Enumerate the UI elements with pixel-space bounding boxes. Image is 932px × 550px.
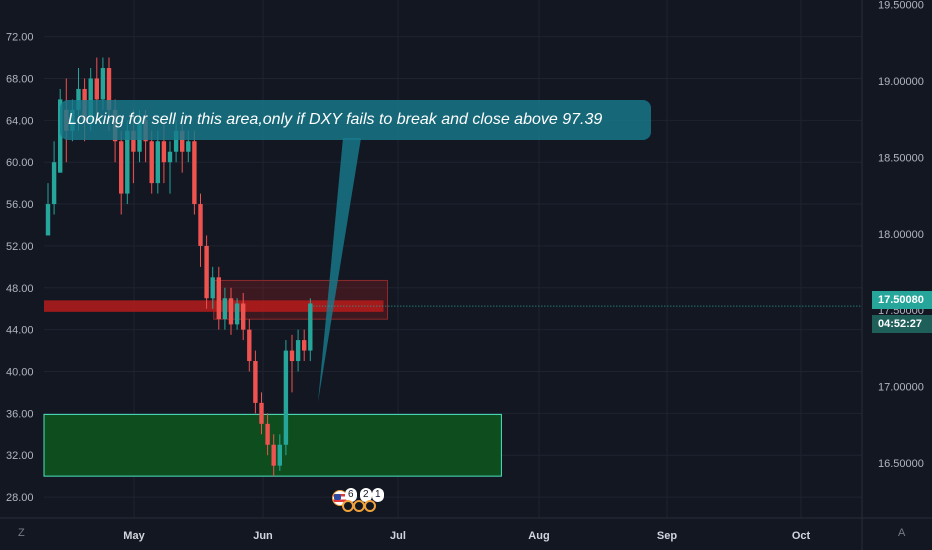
candle-body bbox=[241, 303, 246, 330]
candle-body bbox=[247, 329, 252, 362]
x-tick-label: Sep bbox=[657, 530, 677, 542]
right-tick-label: 17.00000 bbox=[878, 382, 924, 394]
candle-body bbox=[167, 151, 173, 163]
candle-body bbox=[289, 350, 295, 362]
candle-body bbox=[155, 141, 160, 184]
candle-body bbox=[161, 141, 167, 163]
candle-body bbox=[76, 88, 81, 110]
event-count-second: 2 bbox=[360, 488, 372, 502]
candle-body bbox=[173, 130, 179, 152]
right-tick-label: 18.50000 bbox=[878, 152, 924, 164]
left-tick-label: 60.00 bbox=[6, 157, 34, 169]
event-marker-icon bbox=[364, 500, 376, 512]
left-tick-label: 56.00 bbox=[6, 199, 34, 211]
candle-body bbox=[88, 78, 93, 121]
candle-body bbox=[186, 141, 191, 152]
right-tick-label: 19.00000 bbox=[878, 76, 924, 88]
left-tick-label: 32.00 bbox=[6, 450, 34, 462]
left-tick-label: 44.00 bbox=[6, 325, 34, 337]
candle-body bbox=[253, 361, 258, 403]
candle-body bbox=[106, 68, 112, 110]
left-tick-label: 40.00 bbox=[6, 366, 34, 378]
highlight-box bbox=[213, 279, 388, 320]
candle-body bbox=[277, 444, 282, 466]
event-count-first: 6 bbox=[345, 488, 357, 502]
left-tick-label: 48.00 bbox=[6, 283, 34, 295]
right-tick-label: 19.50000 bbox=[878, 0, 924, 12]
candle-body bbox=[234, 303, 240, 325]
left-tick-label: 36.00 bbox=[6, 408, 34, 420]
left-tick-label: 72.00 bbox=[6, 32, 34, 44]
left-tick-label: 52.00 bbox=[6, 241, 34, 253]
candle-body bbox=[222, 298, 228, 320]
candle-body bbox=[265, 423, 270, 445]
candle-body bbox=[228, 298, 234, 325]
candle-body bbox=[210, 277, 215, 299]
left-tick-label: 28.00 bbox=[6, 492, 34, 504]
candle-body bbox=[180, 130, 185, 152]
x-tick-label: Jul bbox=[390, 530, 406, 542]
candle-body bbox=[119, 141, 124, 194]
resistance-zone bbox=[44, 300, 384, 312]
trade-idea-callout: Looking for sell in this area,only if DX… bbox=[60, 100, 651, 140]
candle-body bbox=[131, 130, 136, 152]
economic-events-badge[interactable]: 6 2 1 bbox=[332, 488, 384, 518]
candle-body bbox=[302, 340, 307, 351]
timezone-button[interactable]: Z bbox=[18, 527, 25, 539]
x-tick-label: Aug bbox=[528, 530, 549, 542]
x-tick-label: Jun bbox=[253, 530, 273, 542]
event-count-third: 1 bbox=[372, 488, 384, 502]
candle-body bbox=[259, 402, 264, 424]
candle-body bbox=[51, 162, 57, 205]
candle-body bbox=[271, 444, 276, 466]
candle-body bbox=[198, 204, 203, 246]
left-tick-label: 68.00 bbox=[6, 73, 34, 85]
candle-body bbox=[192, 141, 197, 205]
bar-countdown-tag: 04:52:27 bbox=[872, 315, 932, 333]
callout-pointer bbox=[318, 138, 361, 402]
right-tick-label: 18.00000 bbox=[878, 229, 924, 241]
candle-body bbox=[204, 245, 209, 299]
candle-body bbox=[100, 68, 106, 100]
candle-body bbox=[295, 340, 301, 362]
x-tick-label: May bbox=[123, 530, 145, 542]
candle-body bbox=[308, 303, 313, 351]
candle-body bbox=[45, 204, 51, 236]
right-tick-label: 16.50000 bbox=[878, 458, 924, 470]
left-tick-label: 64.00 bbox=[6, 115, 34, 127]
candle-body bbox=[149, 141, 154, 184]
candle-body bbox=[216, 277, 221, 320]
auto-scale-button[interactable]: A bbox=[898, 527, 906, 539]
x-tick-label: Oct bbox=[792, 530, 811, 542]
candle-body bbox=[283, 350, 289, 445]
candle-body bbox=[94, 78, 99, 100]
current-price-tag: 17.50080 bbox=[872, 291, 932, 309]
candle-body bbox=[125, 130, 130, 194]
